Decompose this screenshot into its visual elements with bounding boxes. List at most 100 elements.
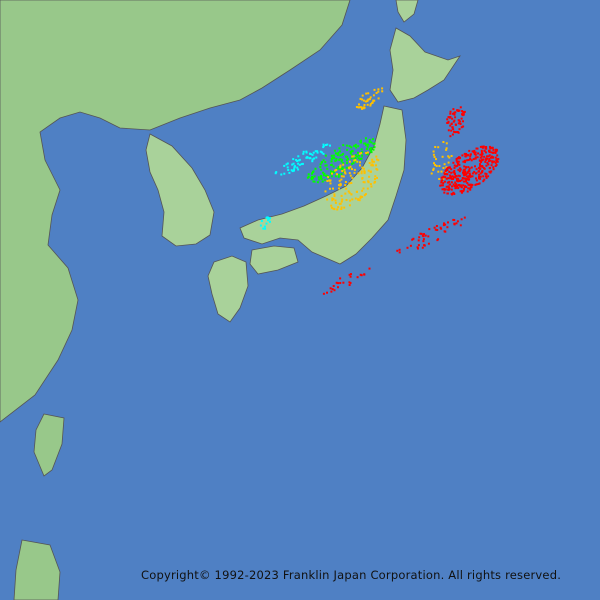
lightning-strike (368, 140, 371, 143)
land (0, 0, 461, 600)
lightning-strike (423, 244, 426, 247)
lightning-strike (367, 181, 370, 184)
lightning-strike (344, 184, 347, 187)
lightning-strike (348, 281, 351, 284)
lightning-strike (264, 227, 267, 230)
lightning-strike (345, 144, 348, 147)
lightning-strike (411, 238, 414, 241)
lightning-strike (433, 226, 436, 229)
lightning-strike (312, 151, 315, 154)
lightning-strike (369, 103, 372, 106)
lightning-strike (460, 117, 463, 120)
lightning-strike (481, 146, 484, 149)
lightning-strike (463, 152, 466, 155)
lightning-strike (468, 169, 471, 172)
lightning-strike (359, 161, 361, 164)
lightning-strike (454, 187, 457, 190)
lightning-strike (462, 111, 465, 114)
lightning-strike (449, 110, 452, 113)
lightning-strike (474, 165, 476, 168)
lightning-strike (369, 149, 372, 152)
lightning-strike (330, 158, 333, 161)
lightning-strike (453, 185, 456, 187)
lightning-strike (334, 199, 337, 202)
lightning-strike (474, 183, 477, 186)
lightning-strike (457, 168, 460, 171)
lightning-strike (319, 150, 322, 153)
lightning-strike (359, 197, 362, 199)
lightning-strike (445, 185, 448, 188)
lightning-strike (460, 189, 463, 192)
lightning-strike (470, 166, 473, 169)
lightning-strike (381, 90, 384, 93)
lightning-strike (469, 155, 472, 158)
lightning-strike (357, 157, 360, 160)
lightning-strike (350, 273, 352, 276)
lightning-strike (351, 176, 354, 179)
lightning-strike (366, 145, 369, 148)
lightning-strike (350, 146, 353, 149)
lightning-strike (320, 175, 322, 178)
lightning-strike (360, 157, 363, 160)
lightning-strike (335, 159, 338, 162)
lightning-strike (448, 166, 451, 169)
lightning-strike (322, 146, 325, 149)
lightning-strike (355, 190, 358, 193)
lightning-strike (316, 150, 319, 153)
lightning-strike (450, 123, 453, 125)
lightning-strike (330, 290, 333, 293)
lightning-strike (441, 188, 444, 191)
lightning-strike (463, 216, 466, 219)
lightning-strike (337, 151, 340, 154)
lightning-strike (343, 168, 346, 171)
lightning-strike (464, 159, 467, 162)
lightning-strike (418, 236, 421, 239)
lightning-strike (479, 153, 482, 156)
lightning-strike (348, 273, 351, 276)
lightning-strike (458, 128, 461, 131)
lightning-strike (358, 103, 360, 106)
lightning-strike (451, 126, 454, 129)
lightning-strike (493, 160, 496, 163)
lightning-strike (333, 149, 336, 152)
lightning-strike (449, 176, 452, 179)
lightning-strike (371, 101, 374, 104)
lightning-strike (479, 164, 482, 167)
lightning-strike (452, 108, 455, 111)
lightning-strike (349, 199, 352, 202)
lightning-strike (482, 175, 485, 178)
lightning-strike (443, 191, 446, 194)
lightning-strike (372, 160, 375, 163)
lightning-strike (376, 176, 378, 179)
lightning-strike (450, 177, 453, 180)
lightning-strike (448, 116, 451, 119)
lightning-strike (464, 173, 466, 176)
lightning-strike (461, 191, 463, 194)
lightning-strike (330, 163, 333, 166)
lightning-strike (339, 167, 342, 170)
lightning-strike (360, 170, 363, 173)
lightning-strike (457, 160, 460, 163)
lightning-strike (463, 165, 466, 168)
lightning-strike (463, 186, 466, 189)
lightning-strike (449, 174, 452, 177)
lightning-strike (494, 152, 497, 154)
lightning-strike (483, 149, 486, 152)
lightning-strike (452, 128, 455, 131)
lightning-strike (307, 173, 310, 176)
lightning-strike (460, 186, 463, 189)
lightning-strike (361, 177, 364, 180)
lightning-strike (450, 155, 453, 157)
lightning-strike (302, 150, 305, 153)
lightning-strike (442, 141, 445, 143)
lightning-strike (459, 106, 462, 109)
lightning-strike (330, 170, 332, 173)
lightning-strike (366, 187, 369, 190)
copyright-notice: Copyright© 1992-2023 Franklin Japan Corp… (141, 568, 562, 582)
lightning-strike (336, 208, 339, 211)
lightning-strike (274, 172, 277, 175)
lightning-strike (262, 227, 265, 230)
lightning-strike (325, 164, 328, 167)
lightning-strike (358, 106, 361, 109)
